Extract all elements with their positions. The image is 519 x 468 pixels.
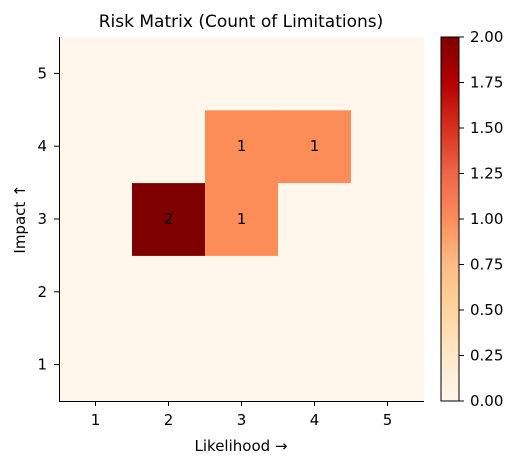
heatmap-cell: [205, 109, 279, 184]
heatmap-cells: [59, 37, 425, 402]
heatmap-cell: [278, 255, 352, 329]
heatmap-cell: [59, 182, 133, 256]
x-axis-ticks: 1 2 3 4 5: [91, 401, 393, 429]
heatmap-cell: [59, 37, 133, 111]
y-tick-label: 5: [37, 64, 47, 82]
heatmap-cell: [205, 37, 279, 111]
cell-label: 1: [237, 137, 247, 155]
y-tick-label: 3: [37, 210, 47, 228]
heatmap-cell: [132, 328, 206, 402]
heatmap-cell: [132, 37, 206, 111]
heatmap-cell: [351, 109, 425, 184]
y-tick-label: 2: [37, 283, 47, 301]
colorbar-tick-label: 0.00: [470, 392, 503, 410]
heatmap-cell: [351, 328, 425, 402]
heatmap-cell: [278, 37, 352, 111]
y-axis-ticks: 1 2 3 4 5: [37, 64, 59, 374]
x-tick-label: 5: [383, 411, 393, 429]
heatmap-cell: [132, 255, 206, 329]
x-tick-label: 2: [164, 411, 174, 429]
colorbar-tick-label: 1.25: [470, 165, 503, 183]
heatmap-cell: [278, 182, 352, 256]
colorbar-tick-label: 1.00: [470, 210, 503, 228]
heatmap-cell: [351, 255, 425, 329]
y-tick-label: 1: [37, 356, 47, 374]
heatmap-cell: [351, 182, 425, 256]
y-axis-label: Impact ↑: [11, 184, 29, 253]
x-tick-label: 1: [91, 411, 101, 429]
x-tick-label: 3: [237, 411, 247, 429]
colorbar: [440, 36, 460, 402]
colorbar-tick-label: 1.75: [470, 74, 503, 92]
heatmap-cell: [132, 182, 206, 256]
heatmap-cell: [205, 255, 279, 329]
heatmap-cell: [59, 109, 133, 184]
heatmap-cell: [59, 328, 133, 402]
cell-labels: 2 1 1 1: [164, 137, 320, 228]
colorbar-tick-label: 1.50: [470, 119, 503, 137]
cell-label: 1: [237, 210, 247, 228]
chart-title: Risk Matrix (Count of Limitations): [99, 12, 384, 32]
heatmap-cell: [205, 328, 279, 402]
heatmap-cell: [132, 109, 206, 184]
cell-label: 2: [164, 210, 174, 228]
heatmap-cell: [351, 37, 425, 111]
colorbar-tick-label: 2.00: [470, 28, 503, 46]
y-tick-label: 4: [37, 137, 47, 155]
colorbar-tick-label: 0.75: [470, 256, 503, 274]
heatmap-cell: [205, 182, 279, 256]
colorbar-tick-label: 0.50: [470, 301, 503, 319]
colorbar-tick-label: 0.25: [470, 347, 503, 365]
heatmap-cell: [278, 109, 352, 184]
x-axis-label: Likelihood →: [195, 437, 288, 455]
heatmap-cell: [278, 328, 352, 402]
heatmap-cell: [59, 255, 133, 329]
colorbar-ticks: 0.00 0.25 0.50 0.75 1.00 1.25 1.50 1.75 2.00: [459, 28, 503, 410]
cell-label: 1: [310, 137, 320, 155]
x-tick-label: 4: [310, 411, 320, 429]
